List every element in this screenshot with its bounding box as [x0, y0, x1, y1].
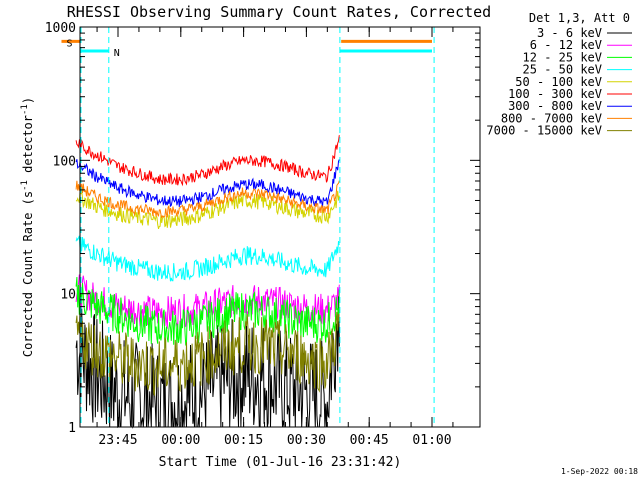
- x-tick-label: 00:15: [224, 433, 263, 448]
- y-tick-label: 10: [60, 288, 76, 303]
- series-line: [75, 159, 340, 208]
- series-line: [75, 135, 340, 187]
- x-tick-label: 00:45: [350, 433, 389, 448]
- y-axis-label: Corrected Count Rate (s-1 detector-1): [20, 97, 35, 357]
- y-axis-label-sup2: -1: [20, 104, 30, 115]
- y-axis-label-mid: detector: [21, 115, 35, 180]
- legend-label: 3 - 6 keV: [537, 26, 602, 40]
- series-line: [75, 180, 340, 219]
- legend-label: 25 - 50 keV: [523, 63, 602, 77]
- annotation-label: N: [114, 48, 120, 59]
- legend-label: 12 - 25 keV: [523, 50, 602, 64]
- y-tick-label: 1000: [45, 21, 76, 36]
- footer-timestamp: 1-Sep-2022 00:18: [561, 467, 638, 476]
- legend-label: 800 - 7000 keV: [501, 111, 602, 125]
- chart-title: RHESSI Observing Summary Count Rates, Co…: [67, 3, 491, 21]
- x-axis: 23:45 00:00 00:15 00:30 00:45 01:00: [96, 27, 454, 448]
- series-line: [75, 308, 340, 396]
- y-tick-label: 1: [68, 421, 76, 436]
- y-axis: 1 10 100 1000: [45, 21, 480, 436]
- x-tick-label: 01:00: [412, 433, 451, 448]
- legend-label: 300 - 800 keV: [508, 99, 602, 113]
- legend-label: 6 - 12 keV: [530, 38, 602, 52]
- legend-label: 100 - 300 keV: [508, 87, 602, 101]
- series-line: [75, 235, 340, 282]
- y-axis-label-end: ): [21, 97, 35, 104]
- x-tick-label: 23:45: [98, 433, 137, 448]
- annotation-label: S: [66, 38, 72, 49]
- x-axis-label: Start Time (01-Jul-16 23:31:42): [159, 455, 402, 470]
- legend-label: 50 - 100 keV: [515, 75, 602, 89]
- series-layer: [75, 135, 340, 429]
- series-line: [75, 190, 340, 230]
- legend-title: Det 1,3, Att 0: [529, 11, 630, 25]
- y-axis-label-sup1: -1: [20, 180, 30, 191]
- series-line: [75, 276, 340, 349]
- annotation-layer: SN: [61, 27, 435, 427]
- y-axis-label-main: Corrected Count Rate (s: [21, 191, 35, 357]
- plot-frame: [79, 26, 481, 428]
- legend-label: 7000 - 15000 keV: [486, 124, 602, 138]
- y-tick-label: 100: [53, 154, 76, 169]
- x-tick-label: 00:00: [161, 433, 200, 448]
- x-tick-label: 00:30: [287, 433, 326, 448]
